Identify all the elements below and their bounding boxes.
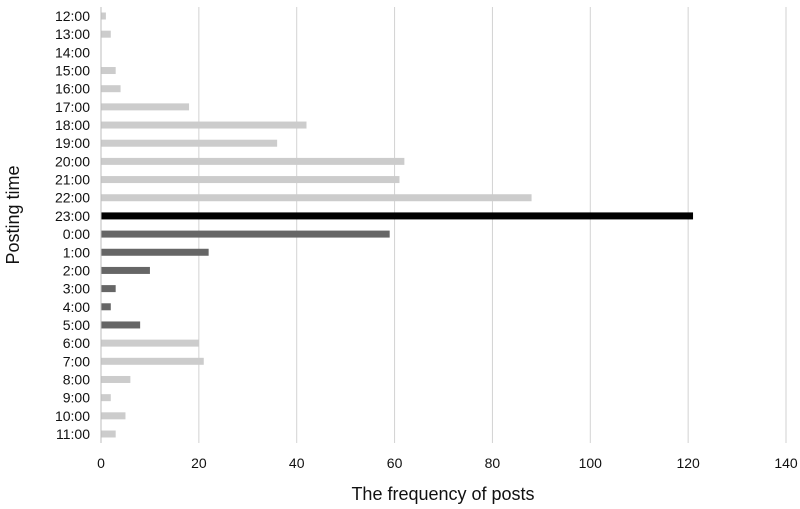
y-tick-label: 3:00 [63,281,90,297]
bar-7-00 [101,357,204,365]
bar-6-00 [101,339,199,347]
y-tick-label: 6:00 [63,335,90,351]
bar-13-00 [101,30,111,38]
y-tick-label: 21:00 [55,172,90,188]
bar-4-00 [101,303,111,311]
x-tick-label: 120 [676,455,700,471]
y-axis-title: Posting time [3,165,23,264]
x-tick-label: 140 [774,455,798,471]
x-tick-label: 100 [579,455,603,471]
x-tick-label: 80 [485,455,501,471]
y-tick-label: 15:00 [55,63,90,79]
bars [101,12,694,438]
y-tick-label: 20:00 [55,153,90,169]
bar-19-00 [101,139,278,147]
bar-12-00 [101,12,106,20]
y-tick-label: 0:00 [63,226,90,242]
bar-17-00 [101,103,190,111]
y-tick-label: 19:00 [55,135,90,151]
bar-1-00 [101,248,209,256]
x-tick-label: 0 [97,455,105,471]
y-tick-label: 1:00 [63,244,90,260]
y-tick-label: 13:00 [55,26,90,42]
bar-2-00 [101,266,150,274]
x-tick-label: 40 [289,455,305,471]
y-tick-label: 4:00 [63,299,90,315]
bar-21-00 [101,176,400,184]
x-tick-labels: 0 20 40 60 80 100 120 140 [97,455,798,471]
y-tick-label: 10:00 [55,408,90,424]
y-tick-label: 2:00 [63,262,90,278]
y-tick-label: 5:00 [63,317,90,333]
y-tick-label: 9:00 [63,390,90,406]
y-tick-label: 7:00 [63,353,90,369]
bar-5-00 [101,321,141,329]
y-tick-label: 8:00 [63,371,90,387]
bar-18-00 [101,121,307,129]
bar-11-00 [101,430,116,438]
y-tick-label: 22:00 [55,190,90,206]
bar-20-00 [101,157,405,165]
bar-16-00 [101,85,121,93]
y-tick-labels: 12:00 13:00 14:00 15:00 16:00 17:00 18:00 19:00… [55,8,90,442]
bar-3-00 [101,285,116,293]
x-tick-label: 20 [191,455,207,471]
x-axis-title: The frequency of posts [351,484,534,504]
bar-9-00 [101,394,111,402]
y-tick-label: 14:00 [55,44,90,60]
y-tick-label: 23:00 [55,208,90,224]
grid-lines [198,7,787,443]
bar-8-00 [101,375,131,383]
bar-15-00 [101,67,116,75]
y-tick-label: 18:00 [55,117,90,133]
bar-10-00 [101,412,126,420]
y-tick-label: 17:00 [55,99,90,115]
y-tick-label: 16:00 [55,81,90,97]
bar-0-00 [101,230,390,238]
bar-22-00 [101,194,532,202]
bar-23-00 [101,212,694,220]
y-tick-label: 12:00 [55,8,90,24]
y-tick-label: 11:00 [56,426,90,442]
x-tick-label: 60 [387,455,403,471]
